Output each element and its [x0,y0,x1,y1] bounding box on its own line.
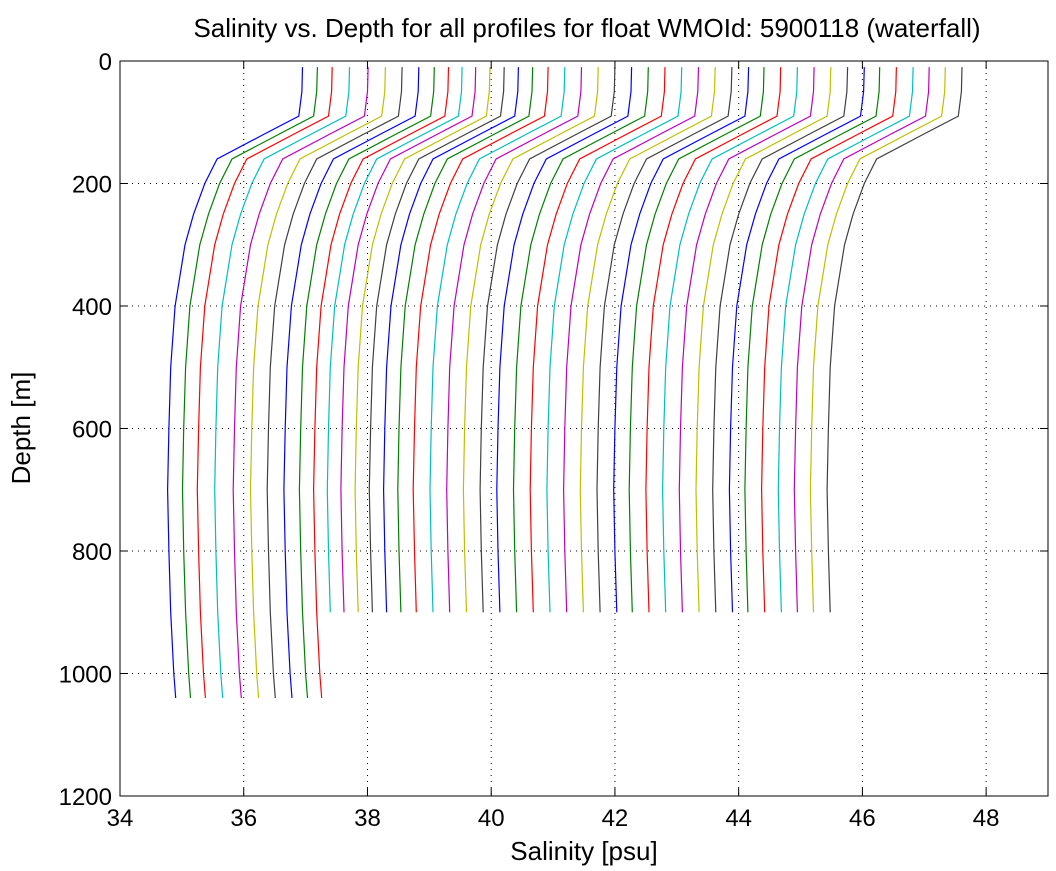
salinity-profile-line [645,67,782,613]
x-tick-label: 34 [107,805,134,832]
salinity-profile-line [579,67,716,613]
salinity-profile-line [249,67,386,699]
salinity-profile-line [678,67,815,613]
salinity-profile-line [340,67,477,613]
chart-title: Salinity vs. Depth for all profiles for … [193,13,980,43]
salinity-profile-line [512,67,649,613]
salinity-profile-line [368,67,505,613]
salinity-profile-line [760,67,897,613]
salinity-profile-line [354,67,491,613]
salinity-profile-line [397,67,534,613]
salinity-profile-line [312,67,450,699]
grid-lines [120,61,1048,796]
salinity-profile-line [283,67,420,699]
salinity-profile-line [232,67,369,699]
salinity-profile-line [809,67,946,613]
salinity-profile-line [181,67,318,699]
salinity-profile-line [613,67,750,613]
salinity-profile-line [382,67,519,613]
axis-ticks: 34 36 38 40 42 44 46 48 0 200 400 600 800 1000 1200 [59,49,1048,832]
x-tick-label: 44 [725,805,752,832]
salinity-profile-line [496,67,633,613]
salinity-profile-line [326,67,463,613]
y-axis-label: Depth [m] [6,372,36,485]
salinity-profile-line [695,67,832,613]
salinity-profile-line [712,67,849,613]
x-tick-label: 40 [478,805,505,832]
y-tick-label: 1000 [59,662,112,689]
x-tick-label: 42 [602,805,629,832]
y-tick-label: 400 [72,294,112,321]
x-tick-label: 36 [230,805,257,832]
plot-frame [119,60,1049,797]
salinity-profile-line [446,67,583,613]
y-tick-label: 800 [72,539,112,566]
salinity-profile-line [777,67,914,613]
salinity-profile-line [596,67,733,613]
salinity-profile-line [214,67,351,699]
x-tick-label: 38 [354,805,381,832]
salinity-profile-line [479,67,616,613]
y-tick-label: 600 [72,417,112,444]
salinity-profile-line [429,67,566,613]
profile-lines [166,67,963,699]
salinity-profile-line [166,67,304,699]
salinity-profile-line [529,67,666,613]
salinity-profile-line [412,67,549,613]
salinity-profile-line [462,67,599,613]
salinity-profile-line [546,67,683,613]
x-tick-label: 48 [973,805,1000,832]
salinity-profile-line [298,67,435,699]
salinity-profile-line [793,67,930,613]
salinity-profile-line [826,67,963,613]
y-tick-label: 1200 [59,784,112,811]
salinity-profile-line [562,67,700,613]
salinity-profile-line [628,67,765,613]
y-tick-label: 200 [72,172,112,199]
salinity-profile-line [728,67,865,613]
x-axis-label: Salinity [psu] [510,836,657,866]
salinity-profile-line [196,67,333,699]
salinity-profile-line [266,67,403,699]
y-tick-label: 0 [99,49,112,76]
x-tick-label: 46 [849,805,876,832]
salinity-profile-line [661,67,798,613]
salinity-profile-line [744,67,881,613]
